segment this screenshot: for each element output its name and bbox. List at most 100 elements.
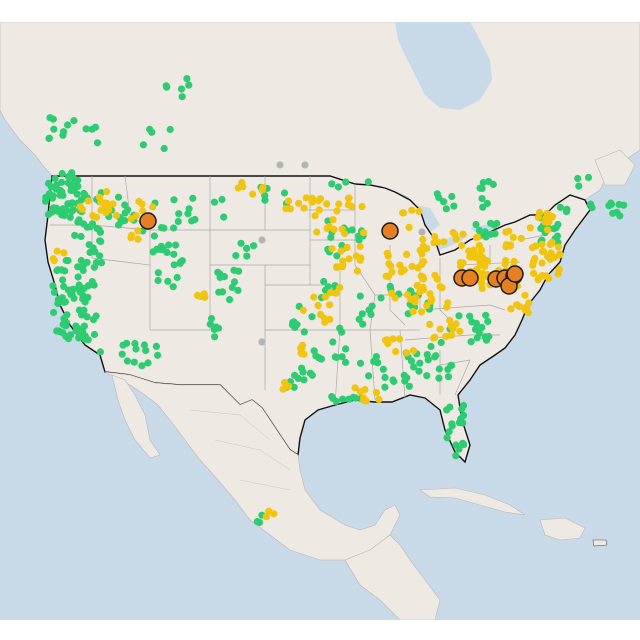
aqi-marker-moderate[interactable] (521, 291, 529, 299)
aqi-marker-moderate[interactable] (134, 235, 142, 243)
aqi-marker-good[interactable] (587, 200, 595, 208)
aqi-marker-moderate[interactable] (538, 272, 547, 280)
aqi-marker-good[interactable] (489, 180, 497, 188)
aqi-marker-good[interactable] (191, 215, 199, 224)
aqi-marker-good[interactable] (50, 125, 58, 133)
aqi-marker-moderate[interactable] (449, 228, 457, 237)
aqi-marker-moderate[interactable] (418, 308, 426, 316)
aqi-marker-good[interactable] (345, 395, 353, 403)
aqi-marker-good[interactable] (377, 294, 385, 302)
aqi-marker-moderate[interactable] (478, 284, 486, 292)
aqi-marker-good[interactable] (235, 267, 243, 275)
aqi-marker-moderate[interactable] (397, 268, 405, 276)
aqi-marker-good[interactable] (68, 207, 76, 215)
aqi-marker-good[interactable] (230, 278, 239, 286)
aqi-marker-moderate[interactable] (459, 230, 467, 238)
aqi-marker-good[interactable] (58, 178, 66, 186)
aqi-marker-good[interactable] (178, 93, 186, 101)
aqi-marker-good[interactable] (250, 242, 258, 250)
aqi-marker-moderate[interactable] (356, 242, 364, 251)
aqi-marker-good[interactable] (131, 339, 139, 348)
aqi-marker-good[interactable] (243, 244, 251, 252)
aqi-marker-moderate[interactable] (448, 331, 456, 339)
aqi-marker-good[interactable] (49, 194, 57, 202)
aqi-marker-good[interactable] (332, 397, 340, 405)
aqi-marker-good[interactable] (620, 201, 628, 209)
aqi-marker-good[interactable] (170, 250, 178, 258)
aqi-marker-moderate[interactable] (382, 272, 390, 280)
aqi-marker-good[interactable] (455, 312, 463, 320)
aqi-marker-good[interactable] (89, 316, 98, 324)
aqi-marker-moderate[interactable] (310, 293, 318, 301)
aqi-marker-moderate[interactable] (345, 194, 353, 202)
aqi-marker-moderate[interactable] (474, 233, 482, 241)
aqi-marker-unhealthy-sensitive[interactable] (139, 212, 157, 230)
aqi-marker-good[interactable] (123, 357, 131, 365)
aqi-marker-moderate[interactable] (528, 244, 537, 252)
aqi-marker-moderate[interactable] (49, 255, 57, 263)
aqi-marker-good[interactable] (50, 288, 59, 296)
aqi-marker-moderate[interactable] (426, 320, 434, 328)
aqi-marker-good[interactable] (234, 286, 242, 294)
aqi-marker-good[interactable] (415, 367, 423, 375)
aqi-marker-moderate[interactable] (517, 234, 525, 242)
aqi-marker-good[interactable] (160, 224, 168, 232)
aqi-marker-good[interactable] (95, 226, 103, 234)
aqi-marker-moderate[interactable] (343, 243, 351, 252)
aqi-marker-moderate[interactable] (419, 235, 427, 244)
aqi-marker-moderate[interactable] (409, 347, 417, 355)
aqi-marker-good[interactable] (435, 374, 443, 382)
aqi-marker-good[interactable] (491, 230, 499, 238)
aqi-marker-good[interactable] (210, 198, 218, 206)
aqi-marker-moderate[interactable] (138, 200, 146, 208)
aqi-marker-good[interactable] (218, 195, 226, 204)
aqi-marker-good[interactable] (184, 210, 192, 218)
aqi-marker-good[interactable] (86, 223, 94, 231)
aqi-marker-moderate[interactable] (414, 264, 422, 272)
aqi-marker-unhealthy-sensitive[interactable] (506, 265, 524, 283)
aqi-marker-moderate[interactable] (329, 216, 337, 224)
aqi-marker-good[interactable] (59, 131, 67, 139)
aqi-marker-moderate[interactable] (457, 262, 465, 271)
aqi-marker-good[interactable] (177, 258, 185, 266)
aqi-marker-good[interactable] (431, 353, 439, 361)
aqi-marker-moderate[interactable] (300, 204, 308, 212)
aqi-marker-moderate[interactable] (538, 247, 547, 255)
aqi-marker-good[interactable] (478, 323, 486, 331)
aqi-marker-moderate[interactable] (281, 378, 289, 387)
aqi-marker-good[interactable] (144, 359, 152, 367)
aqi-marker-good[interactable] (381, 383, 389, 391)
aqi-marker-moderate[interactable] (554, 243, 563, 251)
aqi-marker-good[interactable] (300, 328, 308, 336)
aqi-marker-good[interactable] (185, 81, 193, 89)
aqi-marker-moderate[interactable] (529, 261, 537, 269)
aqi-marker-good[interactable] (68, 169, 76, 177)
aqi-marker-good[interactable] (172, 241, 180, 249)
aqi-marker-moderate[interactable] (413, 281, 421, 290)
aqi-marker-good[interactable] (381, 373, 389, 382)
aqi-marker-good[interactable] (405, 382, 413, 390)
aqi-marker-moderate[interactable] (392, 348, 400, 356)
aqi-marker-good[interactable] (59, 205, 67, 213)
aqi-marker-moderate[interactable] (333, 207, 341, 215)
aqi-marker-good[interactable] (66, 213, 74, 221)
aqi-marker-good[interactable] (459, 439, 467, 447)
aqi-marker-moderate[interactable] (372, 389, 380, 397)
aqi-marker-good[interactable] (475, 226, 483, 235)
aqi-marker-moderate[interactable] (337, 247, 345, 255)
aqi-marker-moderate[interactable] (238, 178, 246, 187)
aqi-marker-moderate[interactable] (458, 241, 466, 250)
aqi-marker-good[interactable] (71, 231, 79, 239)
aqi-marker-moderate[interactable] (284, 197, 293, 205)
aqi-marker-moderate[interactable] (361, 386, 369, 394)
aqi-marker-good[interactable] (90, 263, 98, 271)
aqi-marker-good[interactable] (333, 353, 341, 361)
aqi-marker-good[interactable] (88, 278, 96, 286)
aqi-marker-moderate[interactable] (262, 513, 270, 521)
aqi-marker-good[interactable] (452, 452, 460, 460)
aqi-marker-moderate[interactable] (389, 335, 397, 343)
aqi-marker-moderate[interactable] (359, 229, 368, 237)
aqi-marker-good[interactable] (139, 141, 147, 149)
aqi-marker-good[interactable] (237, 239, 245, 247)
aqi-marker-moderate[interactable] (314, 197, 322, 205)
